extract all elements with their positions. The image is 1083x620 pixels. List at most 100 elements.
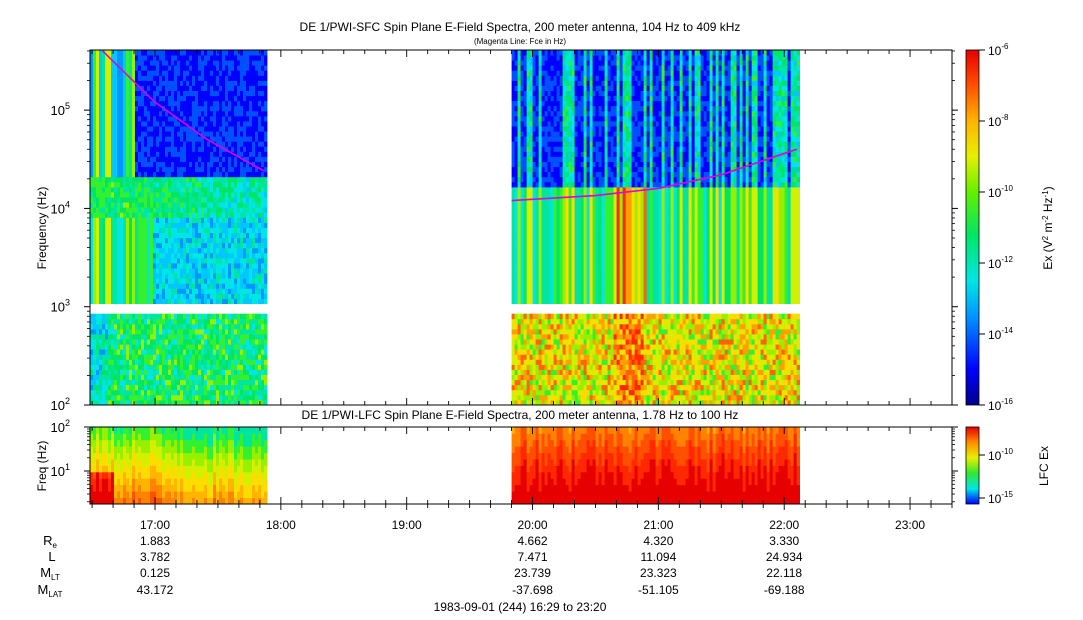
spectrogram-cell bbox=[108, 252, 112, 259]
spectrogram-cell bbox=[159, 364, 163, 370]
spectrogram-cell bbox=[192, 328, 196, 335]
spectrogram-cell bbox=[93, 242, 97, 249]
spectrogram-cell bbox=[195, 227, 199, 233]
spectrogram-cell bbox=[514, 212, 518, 218]
spectrogram-cell bbox=[177, 110, 181, 117]
spectrogram-cell bbox=[222, 379, 226, 386]
spectrogram-cell bbox=[99, 389, 103, 396]
spectrogram-cell bbox=[111, 141, 115, 147]
spectrogram-cell bbox=[135, 273, 139, 279]
spectrogram-cell bbox=[159, 389, 163, 396]
spectrogram-cell bbox=[120, 237, 124, 244]
spectrogram-cell bbox=[228, 136, 232, 142]
spectrogram-cell bbox=[207, 121, 211, 127]
spectrogram-cell bbox=[213, 334, 217, 340]
spectrogram-cell bbox=[264, 369, 268, 375]
spectrogram-cell bbox=[210, 136, 214, 142]
spectrogram-cell bbox=[535, 293, 539, 299]
spectrogram-cell bbox=[117, 283, 121, 289]
spectrogram-cell bbox=[255, 394, 259, 401]
spectrogram-cell bbox=[541, 293, 545, 299]
spectrogram-cell bbox=[553, 384, 557, 391]
spectrogram-cell bbox=[213, 65, 217, 71]
spectrogram-cell bbox=[129, 242, 133, 249]
spectrogram-cell bbox=[138, 318, 142, 325]
spectrogram-cell bbox=[264, 85, 268, 91]
spectrogram-cell bbox=[210, 278, 214, 284]
spectrogram-cell bbox=[108, 374, 112, 381]
spectrogram-cell bbox=[183, 212, 187, 218]
spectrogram-cell bbox=[147, 115, 151, 122]
spectrogram-cell bbox=[156, 273, 160, 279]
spectrogram-cell bbox=[216, 323, 220, 330]
spectrogram-cell bbox=[96, 60, 100, 66]
spectrogram-cell bbox=[120, 217, 124, 223]
spectrogram-cell bbox=[156, 95, 160, 102]
spectrogram-cell bbox=[177, 176, 181, 183]
spectrogram-cell bbox=[535, 328, 539, 335]
spectrogram-cell bbox=[177, 323, 181, 330]
spectrogram-cell bbox=[93, 161, 97, 168]
spectrogram-cell bbox=[252, 156, 256, 162]
spectrogram-cell bbox=[90, 278, 94, 284]
spectrogram-cell bbox=[511, 115, 515, 122]
spectrogram-cell bbox=[189, 126, 193, 132]
spectrogram-cell bbox=[237, 121, 241, 127]
spectrogram-cell bbox=[93, 399, 97, 405]
spectrogram-cell bbox=[210, 50, 214, 56]
spectrogram-cell bbox=[511, 384, 515, 391]
spectrogram-cell bbox=[171, 141, 175, 147]
spectrogram-cell bbox=[105, 268, 109, 274]
spectrogram-cell bbox=[228, 55, 232, 61]
spectrogram-cell bbox=[222, 197, 226, 203]
spectrogram-cell bbox=[252, 136, 256, 142]
spectrogram-cell bbox=[243, 293, 247, 299]
spectrogram-cell bbox=[249, 339, 253, 345]
spectrogram-cell bbox=[162, 298, 166, 304]
spectrogram-cell bbox=[237, 55, 241, 61]
spectrogram-cell bbox=[547, 298, 551, 304]
spectrogram-cell bbox=[195, 379, 199, 386]
spectrogram-cell bbox=[243, 171, 247, 178]
spectrogram-cell bbox=[180, 55, 184, 61]
spectrogram-cell bbox=[156, 278, 160, 284]
spectrogram-cell bbox=[171, 151, 175, 157]
spectrogram-cell bbox=[550, 369, 554, 375]
spectrogram-cell bbox=[183, 318, 187, 325]
spectrogram-cell bbox=[108, 293, 112, 299]
spectrogram-cell bbox=[243, 359, 247, 365]
spectrogram-cell bbox=[207, 146, 211, 152]
spectrogram-cell bbox=[249, 399, 253, 405]
spectrogram-cell bbox=[129, 374, 133, 381]
spectrogram-cell bbox=[135, 146, 139, 152]
spectrogram-cell bbox=[99, 334, 103, 340]
spectrogram-cell bbox=[234, 126, 238, 132]
spectrogram-cell bbox=[111, 349, 115, 355]
spectrogram-cell bbox=[144, 105, 148, 112]
spectrogram-cell bbox=[514, 146, 518, 152]
spectrogram-cell bbox=[96, 95, 100, 102]
spectrogram-cell bbox=[535, 115, 539, 122]
spectrogram-cell bbox=[520, 166, 524, 173]
spectrogram-cell bbox=[120, 283, 124, 289]
spectrogram-cell bbox=[90, 212, 94, 218]
spectrogram-cell bbox=[132, 369, 136, 375]
spectrogram-cell bbox=[132, 85, 136, 91]
spectrogram-cell bbox=[207, 273, 211, 279]
spectrogram-cell bbox=[216, 344, 220, 350]
spectrogram-cell bbox=[526, 369, 530, 375]
spectrogram-cell bbox=[520, 268, 524, 274]
spectrogram-cell bbox=[538, 146, 542, 152]
spectrogram-cell bbox=[147, 126, 151, 132]
spectrogram-cell bbox=[517, 379, 521, 386]
spectrogram-cell bbox=[186, 242, 190, 249]
spectrogram-cell bbox=[526, 110, 530, 117]
spectrogram-cell bbox=[219, 359, 223, 365]
spectrogram-cell bbox=[207, 349, 211, 355]
spectrogram-cell bbox=[195, 328, 199, 335]
spectrogram-cell bbox=[249, 379, 253, 386]
spectrogram-cell bbox=[222, 283, 226, 289]
spectrogram-cell bbox=[153, 298, 157, 304]
spectrogram-cell bbox=[252, 110, 256, 117]
spectrogram-cell bbox=[168, 146, 172, 152]
